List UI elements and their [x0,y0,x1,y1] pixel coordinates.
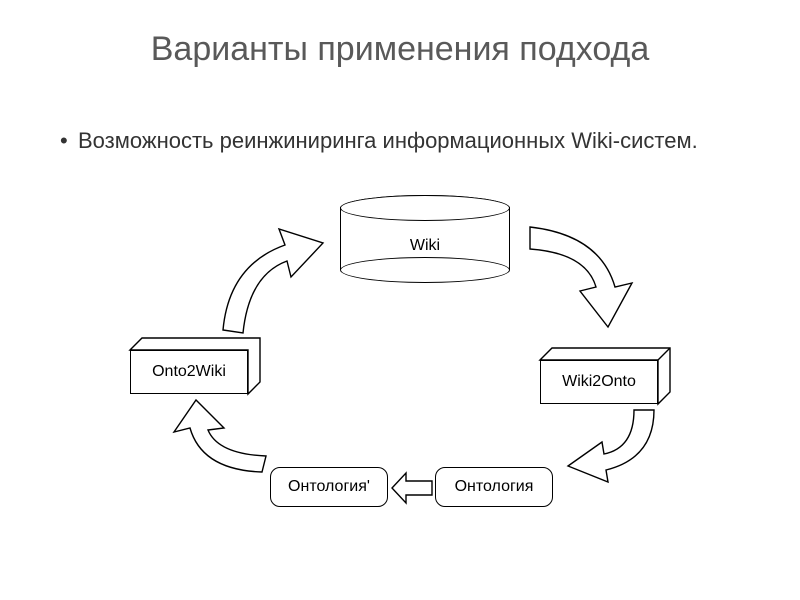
page-title: Варианты применения подхода [0,30,800,69]
arrow-wiki-to-wiki2onto [520,217,650,342]
onto2wiki-box: Onto2Wiki [130,350,248,394]
wiki2onto-label: Wiki2Onto [562,373,636,391]
ontology-prime-label: Онтология' [288,478,370,496]
wiki-cylinder-top2 [340,195,510,221]
arrow-onto2wiki-to-wiki [205,215,335,340]
arrow-ontology-to-ontologyprime [392,473,432,503]
wiki-cylinder-bottom [340,257,510,283]
wiki2onto-box: Wiki2Onto [540,360,658,404]
ontology-box: Онтология [435,467,553,507]
cycle-diagram: Wiki Wiki2Onto Онтология Онтология' Onto… [110,205,690,545]
bullet-line: •Возможность реинжиниринга информационны… [60,128,740,154]
wiki-label: Wiki [340,237,510,255]
arrow-ontologyprime-to-onto2wiki [162,400,272,490]
ontology-prime-box: Онтология' [270,467,388,507]
arrow-wiki2onto-to-ontology [562,410,662,500]
ontology-label: Онтология [455,478,534,496]
onto2wiki-label: Onto2Wiki [152,363,226,381]
bullet-text: Возможность реинжиниринга информационных… [78,128,698,153]
bullet-dot: • [60,128,78,154]
